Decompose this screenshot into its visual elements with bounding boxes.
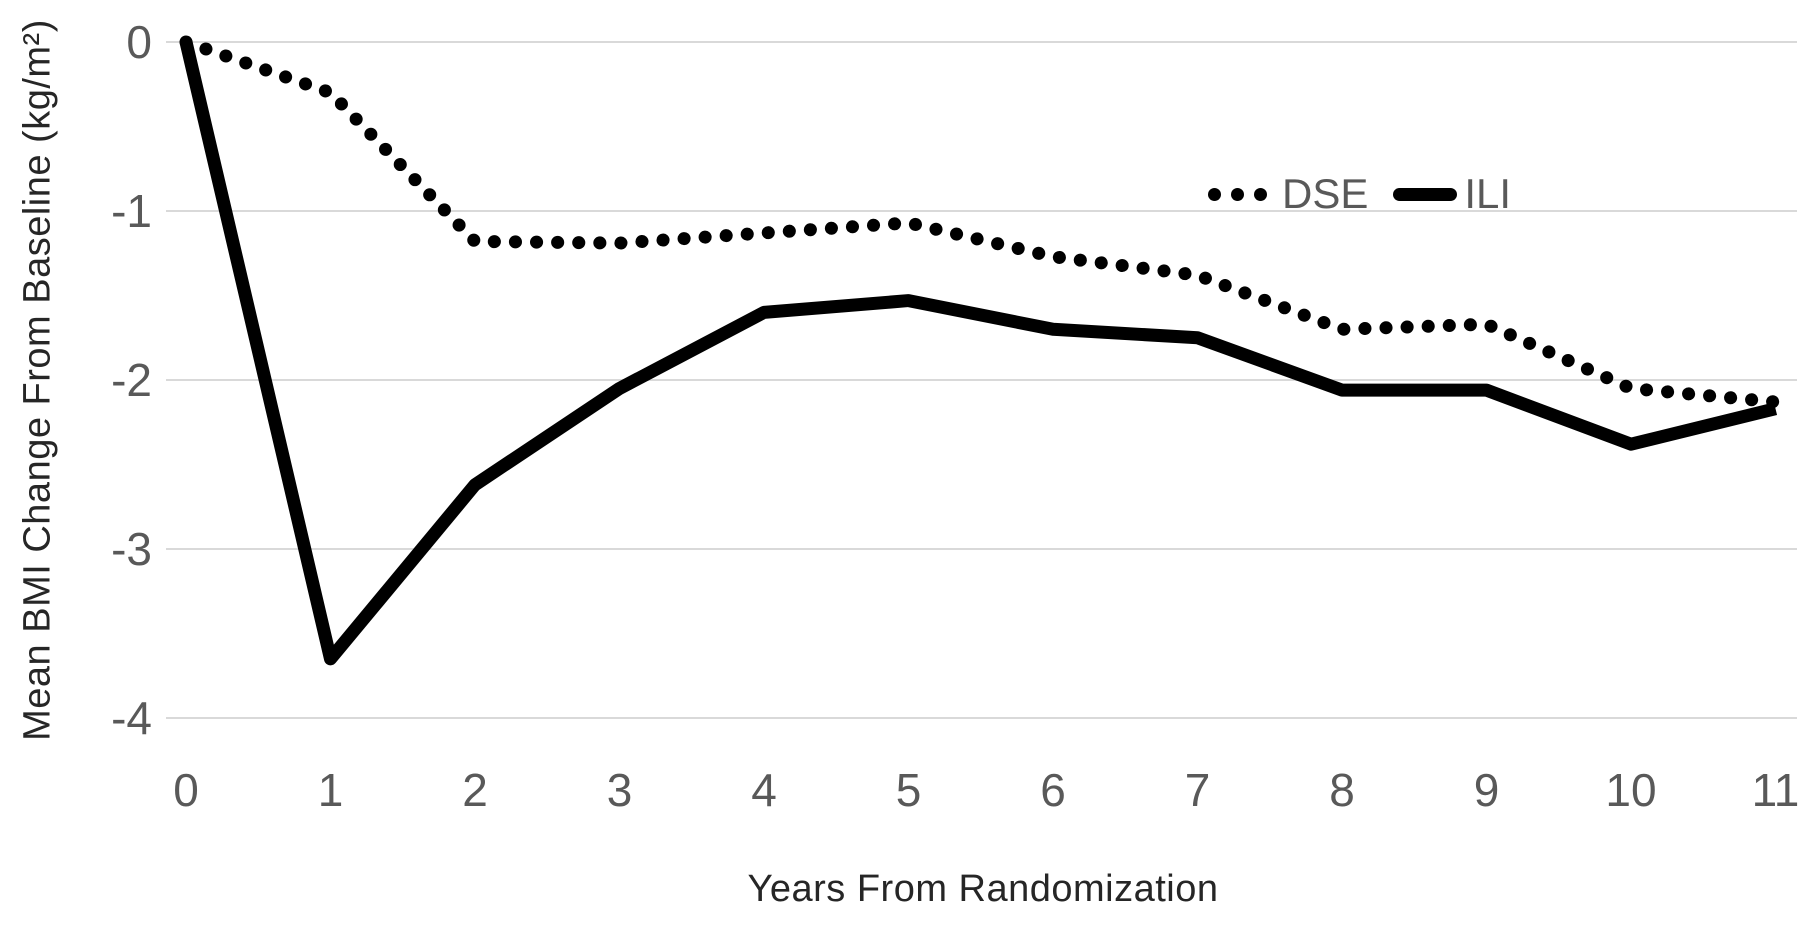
legend: DSE ILI (1208, 168, 1511, 220)
legend-ili-solid-line-sample (1393, 187, 1458, 201)
x-tick-label-2: 2 (462, 764, 488, 816)
y-axis-title: Mean BMI Change From Baseline (kg/m²) (16, 19, 59, 741)
x-tick-label-11: 11 (1752, 764, 1800, 816)
y-tick-label-0: 0 (126, 16, 152, 68)
x-tick-label-8: 8 (1329, 764, 1355, 816)
legend-ili-label: ILI (1464, 170, 1512, 217)
x-tick-label-6: 6 (1040, 764, 1066, 816)
y-tick-label--4: -4 (111, 692, 152, 744)
x-tick-label-3: 3 (607, 764, 633, 816)
y-tick-label--2: -2 (111, 354, 152, 406)
x-axis-title: Years From Randomization (747, 868, 1219, 910)
x-tick-label-5: 5 (896, 764, 922, 816)
x-tick-label-4: 4 (751, 764, 777, 816)
x-tick-label-10: 10 (1605, 764, 1656, 816)
y-tick-label--3: -3 (111, 523, 152, 575)
x-tick-label-7: 7 (1185, 764, 1211, 816)
legend-dse-dotted-line-sample (1208, 187, 1267, 201)
x-tick-label-1: 1 (318, 764, 344, 816)
y-tick-label--1: -1 (111, 185, 152, 237)
x-tick-label-0: 0 (173, 764, 199, 816)
series-line-dse (179, 35, 1782, 409)
series-line-ili (179, 40, 1778, 666)
legend-dse-label: DSE (1282, 170, 1369, 217)
x-tick-label-9: 9 (1474, 764, 1500, 816)
